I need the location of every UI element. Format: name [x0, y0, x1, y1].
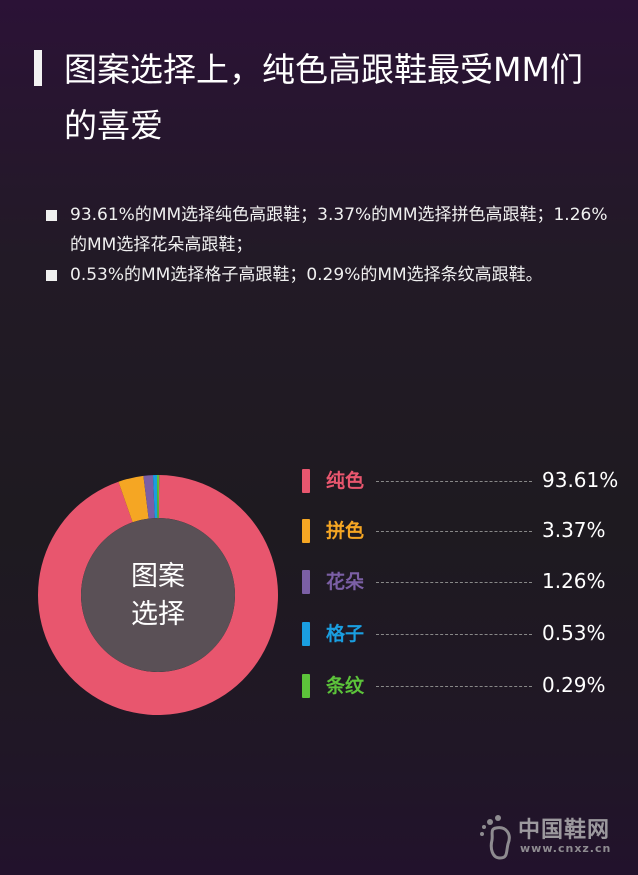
logo-url: www.cnxz.cn — [520, 842, 612, 855]
legend-swatch — [302, 519, 310, 543]
legend-value: 0.53% — [542, 621, 606, 645]
legend-item: 花朵 1.26% — [302, 569, 622, 600]
summary-text: 93.61%的MM选择纯色高跟鞋；3.37%的MM选择拼色高跟鞋；1.26%的M… — [70, 205, 608, 255]
legend-label: 花朵 — [326, 571, 365, 593]
donut-center-label: 图案 选择 — [108, 558, 208, 634]
legend-swatch — [302, 674, 310, 698]
legend-label: 格子 — [326, 623, 365, 645]
summary-text: 0.53%的MM选择格子高跟鞋；0.29%的MM选择条纹高跟鞋。 — [70, 265, 543, 285]
legend-item: 拼色 3.37% — [302, 518, 622, 549]
legend-leader-line — [376, 582, 532, 583]
summary-list: 93.61%的MM选择纯色高跟鞋；3.37%的MM选择拼色高跟鞋；1.26%的M… — [44, 200, 624, 290]
legend-leader-line — [376, 686, 532, 687]
bullet-square-icon — [46, 270, 57, 281]
legend-swatch — [302, 469, 310, 493]
title-accent-bar — [34, 50, 42, 86]
logo-text: 中国鞋网 — [518, 818, 611, 843]
legend-leader-line — [376, 481, 532, 482]
legend-value: 3.37% — [542, 518, 606, 542]
legend-item: 条纹 0.29% — [302, 673, 622, 704]
site-logo: 中国鞋网 www.cnxz.cn — [478, 812, 628, 862]
legend-value: 1.26% — [542, 569, 606, 593]
legend-item: 纯色 93.61% — [302, 468, 622, 499]
legend-label: 纯色 — [326, 470, 365, 492]
center-label-line2: 选择 — [131, 599, 185, 630]
legend-leader-line — [376, 531, 532, 532]
summary-item: 93.61%的MM选择纯色高跟鞋；3.37%的MM选择拼色高跟鞋；1.26%的M… — [44, 200, 624, 260]
donut-slice-0 — [37, 475, 278, 715]
page-title: 图案选择上，纯色高跟鞋最受MM们的喜爱 — [64, 50, 583, 145]
donut-slice-4 — [156, 475, 160, 519]
legend-value: 0.29% — [542, 673, 606, 697]
center-label-line1: 图案 — [131, 561, 185, 592]
donut-slice-1 — [118, 475, 149, 523]
legend-leader-line — [376, 634, 532, 635]
legend-swatch — [302, 570, 310, 594]
legend-swatch — [302, 622, 310, 646]
summary-item: 0.53%的MM选择格子高跟鞋；0.29%的MM选择条纹高跟鞋。 — [44, 260, 624, 290]
legend-label: 拼色 — [326, 520, 365, 542]
legend-label: 条纹 — [326, 675, 365, 697]
bullet-square-icon — [46, 210, 57, 221]
legend-value: 93.61% — [542, 468, 619, 492]
legend-item: 格子 0.53% — [302, 621, 622, 652]
donut-slice-2 — [143, 475, 155, 519]
donut-slice-3 — [152, 475, 158, 519]
footprint-icon — [480, 815, 511, 860]
donut-hole — [81, 518, 235, 672]
